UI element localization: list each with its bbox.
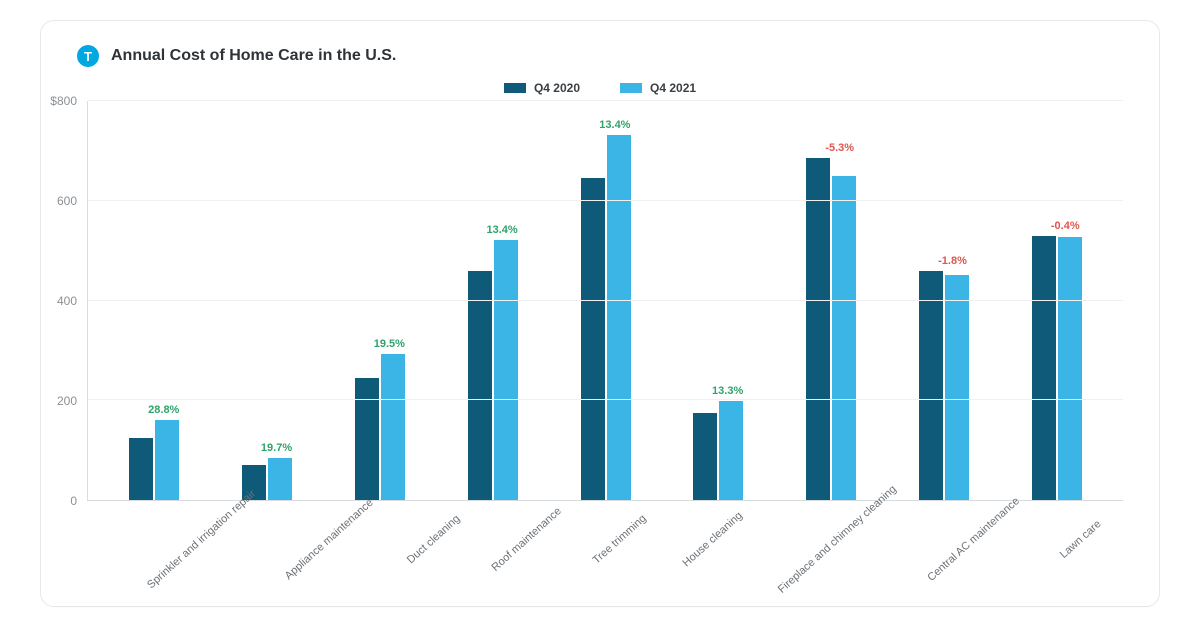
chart-title: Annual Cost of Home Care in the U.S. (111, 47, 396, 65)
bar-group: -1.8% (887, 101, 1000, 500)
bar-group: 13.3% (662, 101, 775, 500)
gridline (88, 300, 1123, 301)
pct-change-label: -0.4% (1051, 220, 1080, 232)
bar-series-a (355, 378, 379, 500)
legend-swatch-b (620, 83, 642, 93)
y-axis: $8006004002000 (77, 101, 87, 501)
legend-swatch-a (504, 83, 526, 93)
bar-group: -0.4% (1000, 101, 1113, 500)
x-axis-label: Appliance maintenance (283, 497, 376, 582)
bar-group: 13.4% (436, 101, 549, 500)
bar-series-b (945, 275, 969, 500)
bar-series-b (1058, 237, 1082, 500)
chart-area: $8006004002000 28.8% 19.7% 19.5% 13.4% 13.4%… (77, 101, 1123, 501)
x-axis-label: Sprinkler and irrigation repair (145, 488, 258, 591)
legend-label-a: Q4 2020 (534, 81, 580, 95)
x-axis-label: Tree trimming (581, 504, 658, 575)
gridline (88, 200, 1123, 201)
pct-change-label: 28.8% (148, 404, 179, 416)
pct-change-label: 13.4% (486, 224, 517, 236)
logo-icon: T (77, 45, 99, 67)
bar-group: 28.8% (98, 101, 211, 500)
bars-row: 28.8% 19.7% 19.5% 13.4% 13.4% 13.3% -5.3% -1.8%… (88, 101, 1123, 500)
bar-series-b (381, 354, 405, 500)
chart-card: T Annual Cost of Home Care in the U.S. Q… (40, 20, 1160, 607)
bar-group: -5.3% (775, 101, 888, 500)
bar-series-a (1032, 236, 1056, 500)
bar-series-b (719, 401, 743, 500)
bar-series-b (268, 458, 292, 500)
legend-item-a: Q4 2020 (504, 81, 580, 95)
gridline (88, 399, 1123, 400)
bar-group: 19.5% (324, 101, 437, 500)
chart-header: T Annual Cost of Home Care in the U.S. (77, 45, 1123, 67)
bar-group: 13.4% (549, 101, 662, 500)
x-axis-label: Lawn care (1042, 504, 1119, 575)
pct-change-label: -5.3% (825, 142, 854, 154)
plot-area: 28.8% 19.7% 19.5% 13.4% 13.4% 13.3% -5.3% -1.8%… (87, 101, 1123, 501)
bar-series-a (919, 271, 943, 500)
bar-series-b (155, 420, 179, 500)
pct-change-label: 19.7% (261, 442, 292, 454)
gridline (88, 100, 1123, 101)
legend-item-b: Q4 2021 (620, 81, 696, 95)
pct-change-label: 19.5% (374, 338, 405, 350)
bar-series-a (806, 158, 830, 500)
bar-series-b (832, 176, 856, 500)
x-axis-label: House cleaning (674, 504, 751, 575)
pct-change-label: -1.8% (938, 255, 967, 267)
logo-letter: T (84, 49, 92, 64)
pct-change-label: 13.3% (712, 385, 743, 397)
x-axis-label: Roof maintenance (488, 504, 565, 575)
bar-series-b (494, 240, 518, 500)
bar-group: 19.7% (211, 101, 324, 500)
bar-series-a (129, 438, 153, 500)
x-axis-label: Duct cleaning (395, 504, 472, 575)
pct-change-label: 13.4% (599, 119, 630, 131)
bar-series-a (581, 178, 605, 500)
x-axis-label: Central AC maintenance (926, 495, 1023, 584)
bar-series-a (468, 271, 492, 500)
x-axis-labels: Sprinkler and irrigation repairAppliance… (77, 507, 1123, 519)
legend-label-b: Q4 2021 (650, 81, 696, 95)
legend: Q4 2020 Q4 2021 (77, 81, 1123, 95)
bar-series-b (607, 135, 631, 500)
bar-series-a (693, 413, 717, 500)
